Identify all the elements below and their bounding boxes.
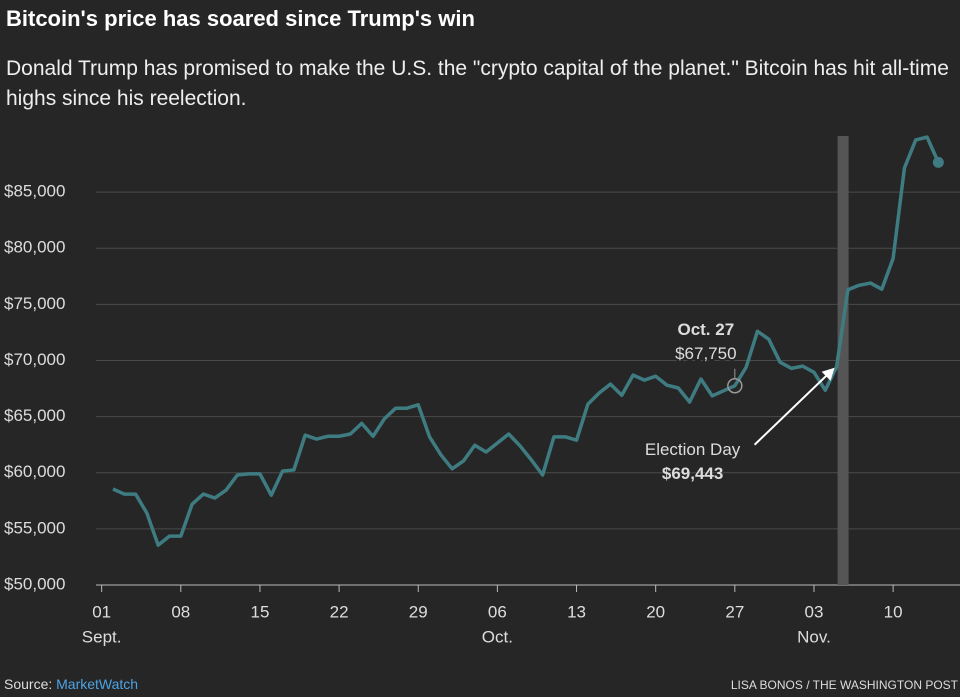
source: Source: MarketWatch <box>4 676 138 692</box>
price-line <box>112 135 940 547</box>
x-tick-label: 29 <box>409 602 428 621</box>
annotation-title: Election Day <box>645 440 741 459</box>
x-tick-label: 06 <box>488 602 507 621</box>
end-dot <box>932 156 944 168</box>
annotation-label: $67,750 <box>675 344 736 363</box>
y-tick-label: $55,000 <box>4 518 65 537</box>
x-tick-label: 10 <box>884 602 903 621</box>
x-tick-label: 27 <box>725 602 744 621</box>
y-tick-label: $75,000 <box>4 294 65 313</box>
chart-title: Bitcoin's price has soared since Trump's… <box>6 6 475 31</box>
x-tick-label: 22 <box>330 602 349 621</box>
source-link[interactable]: MarketWatch <box>56 676 139 692</box>
y-tick-label: $80,000 <box>4 238 65 257</box>
month-label: Oct. <box>482 627 513 646</box>
x-tick-label: 20 <box>646 602 665 621</box>
annotation-arrow <box>753 369 834 446</box>
x-tick-label: 01 <box>92 602 111 621</box>
month-label: Nov. <box>797 627 831 646</box>
x-tick-label: 03 <box>805 602 824 621</box>
credit: LISA BONOS / THE WASHINGTON POST <box>730 678 958 692</box>
x-tick-label: 08 <box>171 602 190 621</box>
x-tick-label: 15 <box>250 602 269 621</box>
y-tick-label: $60,000 <box>4 462 65 481</box>
x-tick-label: 13 <box>567 602 586 621</box>
y-tick-label: $50,000 <box>4 574 65 593</box>
source-label: Source: <box>4 676 53 692</box>
election-band <box>837 136 849 585</box>
y-tick-label: $65,000 <box>4 406 65 425</box>
arrow-head <box>821 367 835 381</box>
chart-subtitle: Donald Trump has promised to make the U.… <box>6 57 949 110</box>
annotation-title: Oct. 27 <box>677 320 734 339</box>
month-label: Sept. <box>82 627 122 646</box>
annotation-label: $69,443 <box>662 464 723 483</box>
y-tick-label: $70,000 <box>4 350 65 369</box>
y-tick-label: $85,000 <box>4 182 65 201</box>
